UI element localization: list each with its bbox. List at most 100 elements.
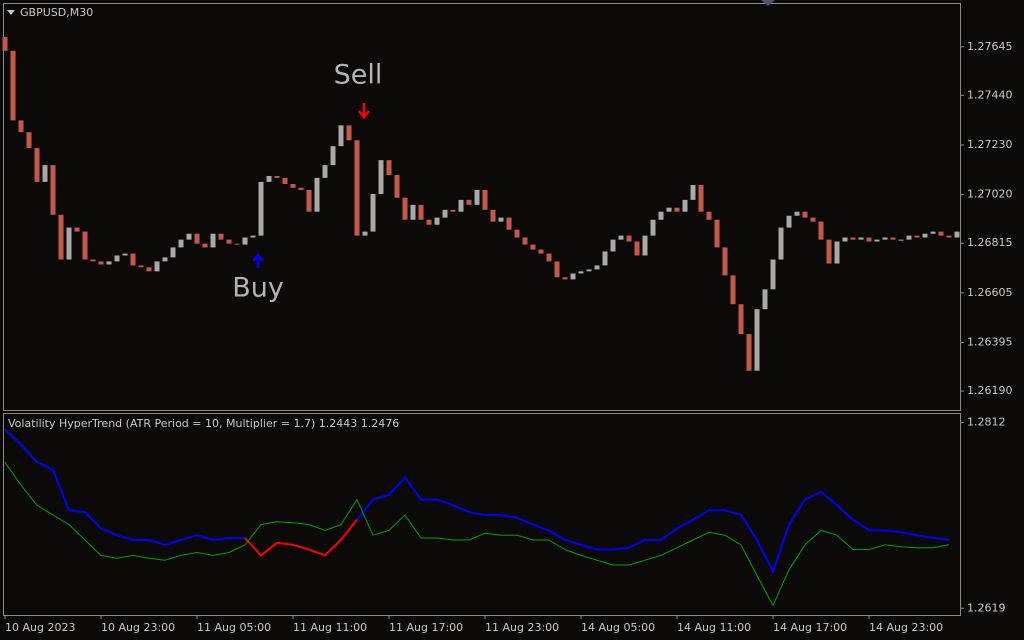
candle [466, 199, 472, 205]
candle [682, 199, 688, 212]
candle [506, 217, 512, 230]
candle [546, 253, 552, 262]
indicator-title: Volatility HyperTrend (ATR Period = 10, … [8, 417, 399, 430]
candle [266, 175, 272, 182]
candle [434, 217, 440, 225]
candle [946, 235, 952, 238]
candle [914, 235, 920, 238]
x-tick-label: 11 Aug 23:00 [485, 621, 559, 634]
candle [314, 177, 320, 212]
candle [218, 233, 224, 240]
candle [850, 237, 856, 240]
indicator-line [244, 519, 358, 557]
candle [858, 237, 864, 240]
candle [906, 235, 912, 240]
candle [122, 253, 128, 256]
candle [146, 267, 152, 272]
candle [58, 214, 64, 260]
candle [522, 237, 528, 245]
candle [18, 120, 24, 133]
main-panel [3, 3, 961, 411]
y-tick-label: 1.27230 [967, 138, 1013, 151]
candle [586, 269, 592, 272]
candle [322, 165, 328, 178]
shift-marker [761, 0, 775, 6]
candle [514, 229, 520, 238]
candle [818, 221, 824, 240]
candle [274, 175, 280, 178]
candle [890, 237, 896, 240]
candle [602, 251, 608, 266]
candle [346, 125, 352, 141]
candle [666, 207, 672, 212]
candle [930, 231, 936, 234]
candle [754, 309, 760, 371]
x-tick-label: 14 Aug 11:00 [677, 621, 751, 634]
sell-label: Sell [334, 60, 383, 91]
candle [698, 184, 704, 212]
candle [258, 181, 264, 236]
candle [770, 259, 776, 290]
candle [802, 211, 808, 218]
candle [10, 50, 16, 121]
candle [618, 235, 624, 240]
candle [482, 189, 488, 210]
candle [106, 261, 112, 265]
candle [338, 125, 344, 147]
candle [50, 165, 56, 215]
candle [634, 241, 640, 256]
y-tick-label: 1.26605 [967, 286, 1013, 299]
candle [450, 209, 456, 212]
candle [34, 148, 40, 182]
y-tick-label: 1.26395 [967, 336, 1013, 349]
x-tick-label: 11 Aug 17:00 [389, 621, 463, 634]
y-tick-label: 1.2812 [967, 416, 1006, 429]
candle [290, 184, 296, 188]
candle [194, 233, 200, 244]
candle [386, 160, 392, 176]
candle [362, 231, 368, 236]
candle [826, 239, 832, 264]
candle [170, 247, 176, 258]
candle [562, 277, 568, 280]
candle [570, 273, 576, 280]
dropdown-icon[interactable] [7, 10, 15, 15]
candle [402, 197, 408, 220]
candle [706, 211, 712, 220]
candle [226, 239, 232, 244]
candle [610, 239, 616, 252]
x-tick-label: 11 Aug 11:00 [293, 621, 367, 634]
candle [530, 244, 536, 250]
x-tick-label: 14 Aug 17:00 [773, 621, 847, 634]
candle [378, 160, 384, 194]
candle [298, 187, 304, 190]
candle [874, 239, 880, 242]
candle [282, 177, 288, 185]
x-tick-label: 14 Aug 23:00 [869, 621, 943, 634]
candle [98, 261, 104, 265]
candle [554, 261, 560, 278]
candle [866, 237, 872, 242]
candle [162, 257, 168, 262]
candle [690, 184, 696, 200]
candle [738, 304, 744, 335]
candle [154, 261, 160, 272]
candle [458, 199, 464, 212]
candle [90, 259, 96, 262]
candle [898, 239, 904, 241]
buy-arrow [252, 253, 264, 268]
y-tick-label: 1.26815 [967, 236, 1013, 249]
candle [242, 237, 248, 245]
candle [498, 217, 504, 222]
y-tick-label: 1.26190 [967, 384, 1013, 397]
candle [306, 189, 312, 212]
candle [626, 235, 632, 242]
candle [82, 231, 88, 260]
sell-arrow [358, 103, 370, 119]
candle [66, 227, 72, 260]
candle [714, 219, 720, 248]
candle [578, 271, 584, 274]
candle [722, 247, 728, 276]
x-tick-label: 11 Aug 05:00 [197, 621, 271, 634]
